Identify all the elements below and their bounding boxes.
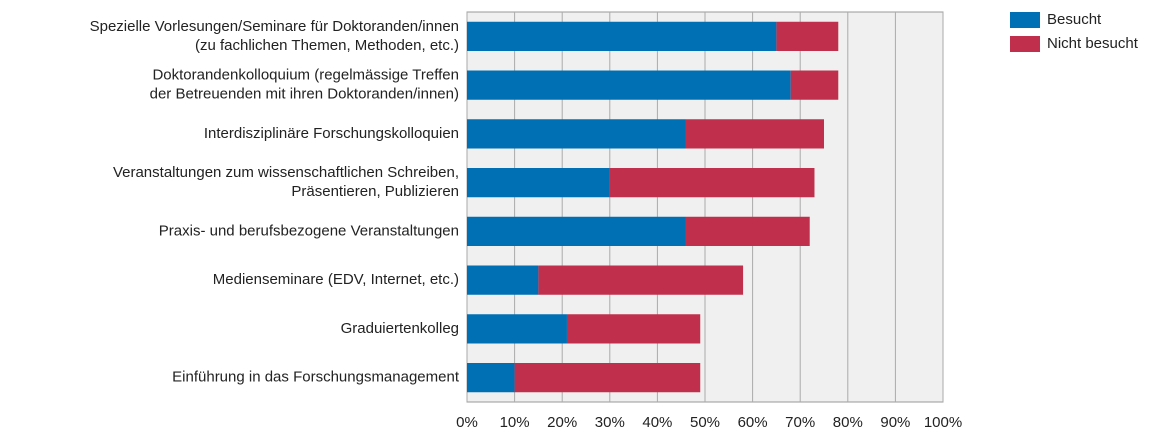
y-tick-label: Praxis- und berufsbezogene Veranstaltung… xyxy=(159,222,459,239)
bar xyxy=(467,70,791,100)
legend-swatch xyxy=(1010,12,1040,28)
x-tick-label: 20% xyxy=(547,414,577,431)
y-tick-label: Medienseminare (EDV, Internet, etc.) xyxy=(213,271,459,288)
bar xyxy=(538,265,744,295)
y-tick-label: Einführung in das Forschungsmanagement xyxy=(172,369,460,386)
bar xyxy=(685,216,810,246)
bar xyxy=(467,21,777,51)
y-tick-label: Graduiertenkolleg xyxy=(341,320,459,337)
bar xyxy=(609,168,815,198)
y-tick-label: Interdisziplinäre Forschungskolloquien xyxy=(204,125,459,142)
x-tick-label: 70% xyxy=(785,414,815,431)
bar xyxy=(467,216,686,246)
bar xyxy=(467,363,515,393)
x-tick-label: 0% xyxy=(456,414,478,431)
x-tick-label: 50% xyxy=(690,414,720,431)
bar xyxy=(685,119,824,149)
x-tick-label: 60% xyxy=(738,414,768,431)
bar xyxy=(467,119,686,149)
bar xyxy=(467,265,539,295)
y-tick-label: Doktorandenkolloquium (regelmässige Tref… xyxy=(150,67,459,103)
bar xyxy=(514,363,701,393)
y-tick-label: Veranstaltungen zum wissenschaftlichen S… xyxy=(113,164,459,200)
bar xyxy=(467,168,610,198)
bar xyxy=(776,21,839,51)
x-tick-label: 10% xyxy=(500,414,530,431)
x-tick-label: 100% xyxy=(924,414,962,431)
bar xyxy=(467,314,567,344)
bar xyxy=(790,70,839,100)
bar xyxy=(566,314,701,344)
x-tick-label: 90% xyxy=(880,414,910,431)
x-tick-label: 40% xyxy=(642,414,672,431)
legend-label: Nicht besucht xyxy=(1047,35,1139,52)
legend-label: Besucht xyxy=(1047,11,1102,28)
x-tick-label: 30% xyxy=(595,414,625,431)
legend-swatch xyxy=(1010,36,1040,52)
x-tick-label: 80% xyxy=(833,414,863,431)
y-tick-label: Spezielle Vorlesungen/Seminare für Dokto… xyxy=(90,18,459,54)
